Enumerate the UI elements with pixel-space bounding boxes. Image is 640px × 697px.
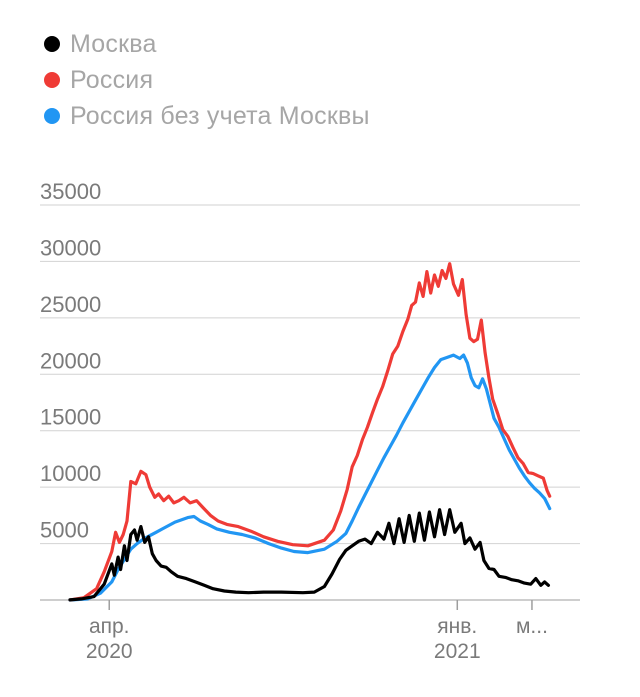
legend-label-moscow: Москва (70, 29, 157, 58)
y-tick-label: 5000 (40, 518, 89, 543)
x-tick-label: апр. (89, 615, 130, 638)
series-line-russia (68, 262, 552, 602)
x-tick-label: янв. (437, 615, 477, 638)
x-tick-label: м... (516, 615, 548, 638)
y-tick-label: 10000 (40, 461, 101, 486)
legend-item-russia: Россия (44, 62, 370, 98)
legend-item-moscow: Москва (44, 26, 370, 62)
y-tick-label: 20000 (40, 348, 101, 373)
series-line-moscow (68, 508, 550, 602)
series-line-russia-excl-moscow (68, 353, 552, 602)
x-tick-year-label: 2020 (86, 640, 133, 663)
chart-legend: Москва Россия Россия без учета Москвы (44, 26, 370, 134)
x-tick-year-label: 2021 (434, 640, 481, 663)
legend-label-russia: Россия (70, 65, 154, 94)
legend-marker-russia (44, 72, 60, 88)
legend-marker-russia-excl-moscow (44, 108, 60, 124)
y-tick-label: 35000 (40, 179, 101, 204)
y-tick-label: 30000 (40, 235, 101, 260)
legend-marker-moscow (44, 36, 60, 52)
legend-label-russia-excl-moscow: Россия без учета Москвы (70, 101, 370, 130)
y-tick-label: 15000 (40, 405, 101, 430)
y-tick-label: 25000 (40, 292, 101, 317)
legend-item-russia-excl-moscow: Россия без учета Москвы (44, 98, 370, 134)
